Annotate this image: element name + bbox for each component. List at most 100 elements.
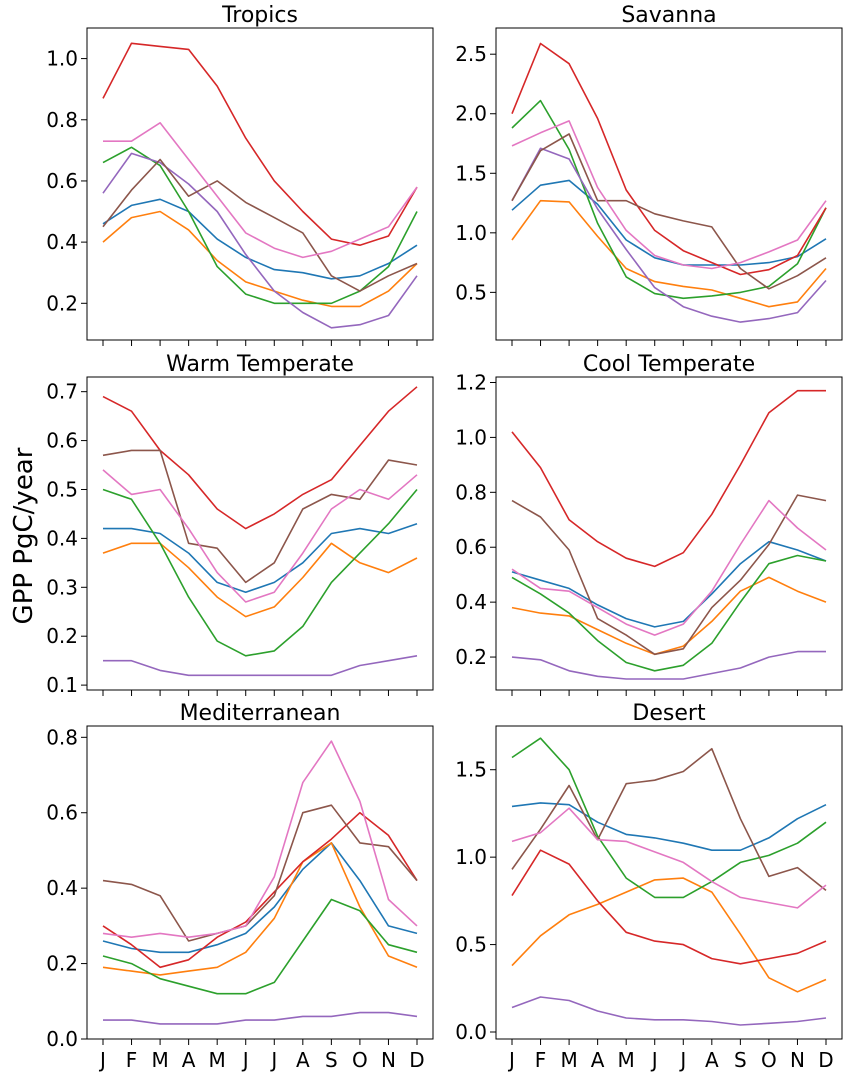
x-tick-label: J [241, 1048, 249, 1072]
y-tick-label: 0.3 [46, 575, 78, 599]
plot-frame [495, 376, 843, 691]
x-tick-label: J [269, 1048, 277, 1072]
y-tick-label: 1.0 [455, 425, 487, 449]
y-tick-label: 0.0 [455, 1020, 487, 1044]
x-tick-label: F [126, 1048, 138, 1072]
y-tick-label: 2.5 [455, 42, 487, 66]
series-line-7 [103, 122, 418, 259]
x-tick-label: N [790, 1048, 805, 1072]
y-tick-label: 0.1 [46, 673, 78, 697]
x-tick-label: M [560, 1048, 577, 1072]
y-tick-label: 1.5 [455, 758, 487, 782]
series-line-3 [511, 99, 827, 300]
y-tick-label: 1.2 [455, 370, 487, 394]
series-line-3 [102, 488, 418, 657]
series-line-2 [511, 877, 827, 993]
y-tick-label: 0.0 [46, 1027, 78, 1051]
y-tick-label: 0.6 [455, 535, 487, 559]
x-tick-label: D [818, 1048, 833, 1072]
y-tick-label: 0.2 [46, 952, 78, 976]
y-tick-label: 0.6 [46, 169, 78, 193]
y-tick-label: 1.0 [455, 845, 487, 869]
series-line-5 [511, 147, 827, 323]
series-line-7 [102, 740, 418, 939]
series-line-4 [102, 386, 418, 530]
series-line-5 [511, 650, 826, 680]
series-line-3 [511, 737, 827, 899]
series-line-4 [511, 389, 826, 568]
y-tick-label: 1.0 [46, 47, 78, 71]
y-tick-label: 0.6 [46, 429, 78, 453]
series-line-3 [102, 146, 418, 305]
y-tick-label: 0.2 [455, 645, 487, 669]
series-line-6 [511, 494, 827, 656]
series-line-3 [102, 898, 418, 995]
y-tick-label: 0.4 [46, 526, 78, 550]
series-line-2 [102, 210, 418, 308]
y-tick-label: 0.4 [455, 590, 487, 614]
plot-frame [495, 725, 843, 1040]
y-tick-label: 1.0 [455, 221, 487, 245]
x-tick-label: A [705, 1048, 719, 1072]
series-line-1 [511, 802, 827, 852]
series-line-2 [102, 842, 418, 976]
series-line-6 [102, 804, 418, 942]
panel-2: Savanna 0.5 1.0 1.5 2.0 2.5 [455, 3, 843, 346]
x-tick-label: O [761, 1048, 777, 1072]
x-tick-label: M [151, 1048, 168, 1072]
series-line-6 [102, 449, 418, 584]
y-tick-label: 0.2 [46, 291, 78, 315]
series-line-4 [511, 42, 827, 276]
y-tick-label: 1.5 [455, 161, 487, 185]
y-tick-label: 0.8 [46, 725, 78, 749]
series-line-4 [511, 849, 827, 965]
plot-frame [495, 27, 843, 341]
x-tick-label: O [352, 1048, 368, 1072]
y-tick-label: 0.8 [455, 480, 487, 504]
y-tick-label: 0.7 [46, 380, 78, 404]
x-tick-label: D [409, 1048, 424, 1072]
x-tick-label: J [507, 1048, 515, 1072]
series-line-2 [102, 542, 418, 618]
series-line-1 [103, 522, 418, 594]
y-tick-label: 0.5 [46, 477, 78, 501]
x-tick-label: M [209, 1048, 226, 1072]
y-tick-label: 0.6 [46, 801, 78, 825]
series-line-6 [511, 747, 827, 892]
x-tick-label: S [734, 1048, 747, 1072]
y-axis-label: GPP PgC/year [9, 447, 39, 624]
x-tick-label: A [182, 1048, 196, 1072]
x-tick-label: J [98, 1048, 106, 1072]
plot-frame [86, 725, 434, 1040]
series-line-7 [511, 120, 827, 270]
x-tick-label: A [296, 1048, 310, 1072]
x-tick-label: A [591, 1048, 605, 1072]
y-tick-label: 0.8 [46, 108, 78, 132]
series-line-1 [102, 198, 418, 280]
x-tick-label: J [678, 1048, 686, 1072]
plot-frame [86, 27, 434, 341]
series-line-1 [511, 540, 827, 628]
panel-title: Mediterranean [180, 701, 341, 726]
series-line-7 [511, 807, 827, 909]
series-line-4 [102, 42, 418, 246]
panel-title: Savanna [621, 3, 716, 28]
series-line-7 [102, 469, 418, 603]
series-line-2 [511, 199, 827, 308]
panel-title: Tropics [221, 3, 298, 28]
y-tick-label: 0.4 [46, 230, 78, 254]
series-line-2 [511, 576, 827, 656]
panel-title: Cool Temperate [583, 352, 755, 377]
x-tick-label: S [325, 1048, 338, 1072]
series-line-3 [511, 554, 827, 672]
series-line-7 [511, 499, 827, 636]
series-line-5 [103, 655, 418, 677]
series-line-6 [511, 133, 827, 290]
series-line-1 [511, 179, 827, 266]
panel-4: Cool Temperate 0.2 0.4 0.6 0.8 1.0 1.2 [455, 352, 843, 696]
series-line-6 [102, 158, 418, 292]
series-line-5 [102, 152, 418, 329]
